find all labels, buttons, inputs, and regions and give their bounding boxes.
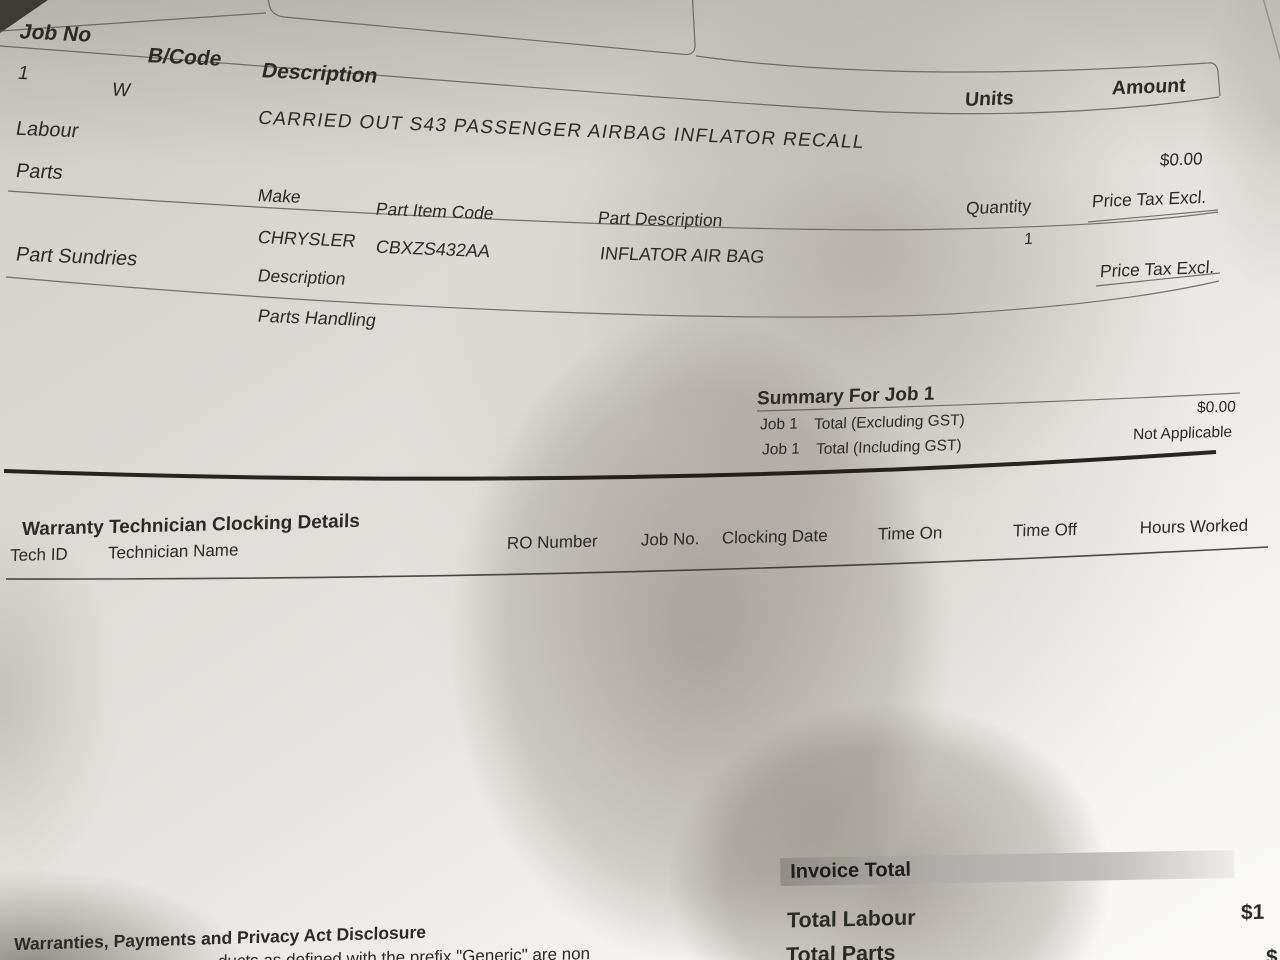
job-description-value: CARRIED OUT S43 PASSENGER AIRBAG INFLATO…	[256, 107, 867, 154]
part-description-header: Part Description	[596, 207, 724, 231]
description-header: Description	[259, 59, 380, 88]
total-labour-value: $1	[1240, 900, 1265, 925]
amount-header: Amount	[1111, 74, 1187, 100]
summary-row1-value: $0.00	[1196, 398, 1237, 417]
paper-crease	[1262, 0, 1280, 62]
total-parts-label: Total Parts	[785, 940, 896, 960]
job-no-header: Job No	[17, 20, 94, 47]
parts-label: Parts	[14, 160, 65, 184]
summary-title: Summary For Job 1	[756, 383, 935, 410]
sundries-description-value: Parts Handling	[256, 305, 378, 331]
part-make-value: CHRYSLER	[256, 227, 358, 251]
price-tax-excl-header-sundries: Price Tax Excl.	[1099, 256, 1216, 282]
total-parts-value: $	[1265, 945, 1278, 960]
price-tax-excl-header-parts: Price Tax Excl.	[1091, 186, 1208, 212]
section-divider-line	[3, 450, 1217, 481]
clocking-header-ro-number: RO Number	[506, 531, 598, 553]
b-code-header: B/Code	[145, 44, 224, 71]
part-item-code-header: Part Item Code	[374, 198, 496, 224]
clocking-header-time-off: Time Off	[1012, 519, 1078, 541]
part-item-code-value: CBXZS432AA	[374, 236, 492, 262]
summary-row2-value: Not Applicable	[1132, 423, 1233, 444]
clocking-header-technician-name: Technician Name	[107, 540, 239, 563]
part-quantity-value: 1	[1023, 230, 1034, 249]
total-labour-label: Total Labour	[786, 905, 916, 933]
summary-row1-label: Total (Excluding GST)	[813, 411, 966, 434]
make-header: Make	[256, 185, 303, 207]
job-no-value: 1	[15, 62, 31, 85]
units-header: Units	[964, 87, 1015, 111]
clocking-header-time-on: Time On	[877, 523, 943, 544]
labour-amount: $0.00	[1159, 149, 1204, 170]
summary-row2-label: Total (Including GST)	[815, 436, 962, 459]
top-empty-box	[267, 0, 696, 56]
b-code-value: W	[109, 79, 133, 102]
clocking-header-hours-worked: Hours Worked	[1139, 515, 1249, 538]
clocking-header-clocking-date: Clocking Date	[721, 526, 828, 548]
part-sundries-label: Part Sundries	[14, 243, 140, 271]
clocking-header-tech-id: Tech ID	[9, 544, 68, 566]
summary-row2-job: Job 1	[761, 440, 801, 459]
labour-label: Labour	[14, 117, 81, 143]
clocking-header-job-no: Job No.	[640, 529, 700, 550]
summary-row1-job: Job 1	[759, 415, 799, 434]
quantity-header: Quantity	[965, 195, 1032, 219]
sundries-description-header: Description	[256, 265, 348, 289]
invoice-total-title: Invoice Total	[790, 858, 912, 883]
invoice-total-bar: Invoice Total	[780, 850, 1235, 886]
clocking-title: Warranty Technician Clocking Details	[21, 510, 361, 541]
part-description-value: INFLATOR AIR BAG	[598, 243, 766, 267]
